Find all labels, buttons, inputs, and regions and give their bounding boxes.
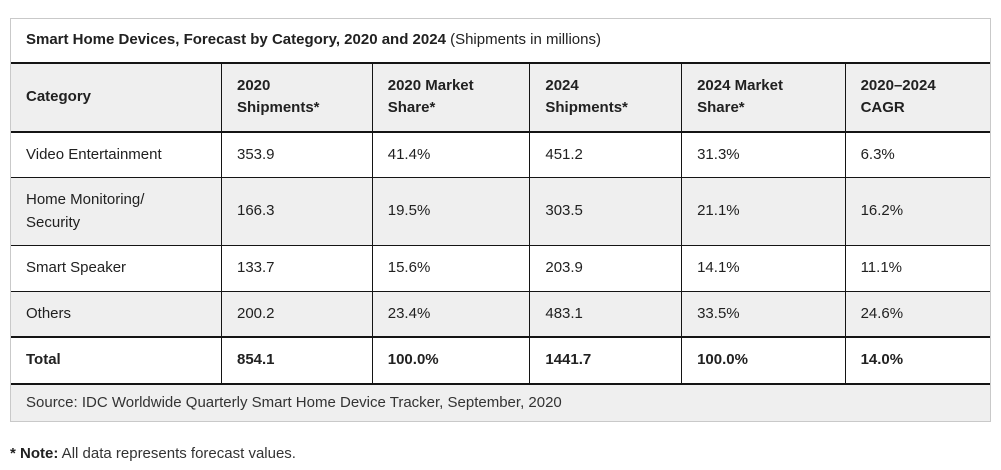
value-cell: 14.1%: [681, 245, 846, 291]
value-cell: 19.5%: [371, 177, 530, 246]
value-cell: 353.9: [220, 131, 373, 178]
value-cell: 23.4%: [371, 291, 530, 337]
header-row: Category 2020 Shipments* 2020 Market Sha…: [11, 63, 990, 133]
table-row-others: Others 200.2 23.4% 483.1 33.5% 24.6%: [11, 291, 990, 337]
category-cell: Home Monitoring/ Security: [11, 177, 222, 246]
forecast-table-card: Smart Home Devices, Forecast by Category…: [10, 18, 991, 422]
category-cell: Video Entertainment: [26, 145, 162, 163]
table-row-total: Total 854.1 100.0% 1441.7 100.0% 14.0%: [11, 337, 990, 384]
total-value-cell: 1441.7: [529, 337, 682, 384]
value-cell: 15.6%: [371, 245, 530, 291]
value-cell: 11.1%: [844, 245, 990, 291]
table-row-home-monitoring-security: Home Monitoring/ Security 166.3 19.5% 30…: [11, 177, 990, 246]
value-cell: 16.2%: [844, 177, 990, 246]
table-row-smart-speaker: Smart Speaker 133.7 15.6% 203.9 14.1% 11…: [11, 245, 990, 291]
value-cell: 303.5: [529, 177, 682, 246]
column-header-2024-shipments: 2024 Shipments*: [529, 63, 682, 133]
column-header-2020-shipments: 2020 Shipments*: [220, 63, 373, 133]
total-value-cell: 854.1: [220, 337, 373, 384]
footnote-marker: * Note:: [10, 445, 59, 462]
value-cell: 166.3: [220, 177, 373, 246]
category-cell: Others: [11, 291, 222, 337]
footnote: * Note: All data represents forecast val…: [10, 443, 991, 466]
category-cell: Smart Speaker: [26, 259, 127, 276]
table-row-video-entertainment: Video Entertainment 353.9 41.4% 451.2 31…: [11, 131, 990, 178]
value-cell: 451.2: [529, 131, 682, 178]
value-cell: 21.1%: [681, 177, 846, 246]
value-cell: 6.3%: [844, 131, 990, 178]
column-header-cagr: 2020–2024 CAGR: [844, 63, 990, 133]
value-cell: 31.3%: [681, 131, 846, 178]
total-value-cell: 100.0%: [681, 337, 846, 384]
value-cell: 24.6%: [844, 291, 990, 337]
value-cell: 483.1: [529, 291, 682, 337]
total-label-cell: Total: [26, 351, 61, 368]
table-title-units: (Shipments in millions): [445, 31, 601, 48]
source-attribution: Source: IDC Worldwide Quarterly Smart Ho…: [11, 384, 990, 421]
value-cell: 33.5%: [681, 291, 846, 337]
value-cell: 203.9: [529, 245, 682, 291]
table-title-main: Smart Home Devices, Forecast by Category…: [26, 31, 446, 48]
total-value-cell: 14.0%: [844, 337, 990, 384]
value-cell: 200.2: [220, 291, 373, 337]
column-header-category: Category: [11, 63, 222, 133]
column-header-2024-market-share: 2024 Market Share*: [681, 63, 846, 133]
table-title: Smart Home Devices, Forecast by Category…: [11, 19, 990, 64]
footnote-text: All data represents forecast values.: [58, 445, 296, 462]
value-cell: 133.7: [220, 245, 373, 291]
value-cell: 41.4%: [371, 131, 530, 178]
total-value-cell: 100.0%: [371, 337, 530, 384]
column-header-2020-market-share: 2020 Market Share*: [371, 63, 530, 133]
forecast-table: Category 2020 Shipments* 2020 Market Sha…: [11, 63, 990, 385]
